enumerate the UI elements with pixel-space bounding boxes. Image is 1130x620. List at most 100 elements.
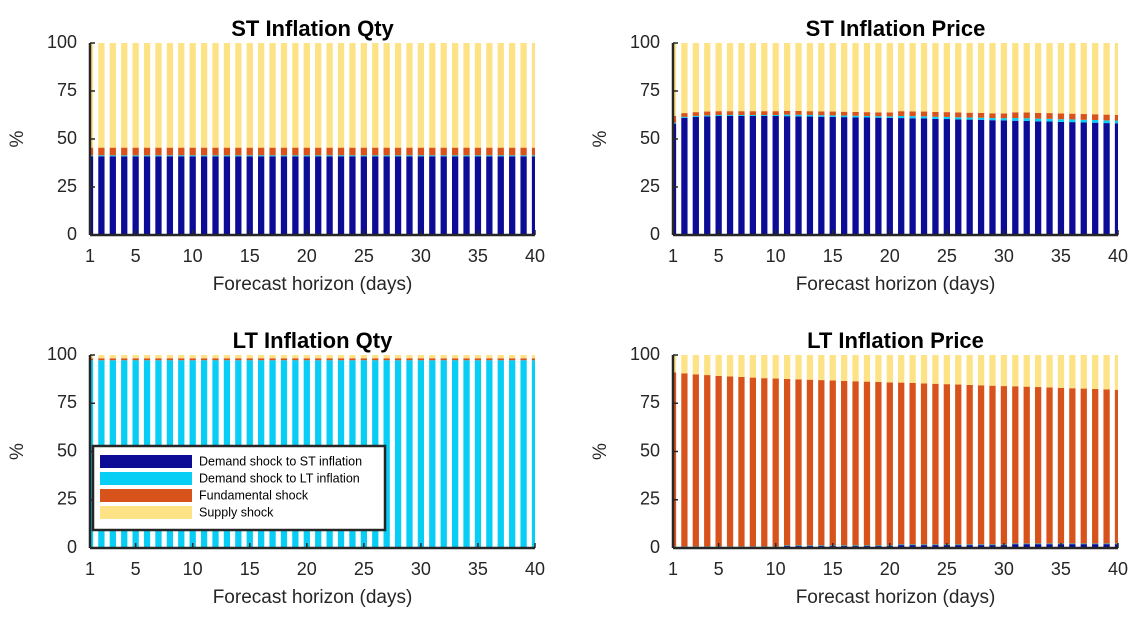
y-axis-label: % — [7, 130, 28, 147]
bar — [772, 355, 779, 379]
bar — [1103, 355, 1110, 390]
bar — [726, 546, 734, 548]
bar — [1012, 43, 1019, 113]
bar — [417, 43, 425, 148]
bar — [841, 115, 848, 118]
x-tick-label: 10 — [183, 559, 203, 579]
bar — [212, 355, 219, 359]
x-tick-label: 5 — [714, 559, 724, 579]
bar — [463, 360, 470, 548]
bar — [1103, 389, 1110, 544]
bar — [681, 117, 688, 235]
y-tick-label: 0 — [650, 224, 660, 244]
x-tick-label: 40 — [1108, 559, 1128, 579]
bar — [681, 355, 688, 374]
bar — [292, 43, 299, 148]
bar — [875, 545, 882, 547]
bar — [509, 156, 516, 235]
bar — [429, 43, 436, 148]
bar — [417, 355, 425, 359]
bar — [509, 358, 516, 361]
bar — [429, 155, 436, 157]
bar — [474, 360, 482, 548]
bar — [509, 43, 516, 148]
bar — [1080, 114, 1087, 120]
bar — [1069, 113, 1076, 120]
bar — [326, 355, 333, 359]
bar — [704, 375, 711, 547]
bar — [1012, 112, 1019, 119]
bar — [841, 380, 848, 546]
bar — [818, 115, 825, 117]
bar — [772, 115, 779, 235]
x-axis-label: Forecast horizon (days) — [796, 587, 996, 608]
bar — [497, 358, 504, 361]
bar — [692, 43, 699, 113]
bar — [909, 118, 916, 235]
bar — [726, 115, 734, 116]
bar — [394, 360, 402, 548]
bar — [852, 117, 859, 235]
bar — [749, 115, 757, 116]
bar — [955, 119, 962, 235]
bar — [875, 43, 882, 113]
bar — [977, 355, 985, 386]
bar — [520, 147, 527, 156]
bar — [932, 116, 939, 119]
bar — [246, 355, 253, 359]
bars — [90, 43, 535, 235]
bar — [223, 155, 231, 157]
bar — [673, 43, 677, 116]
bar — [806, 379, 814, 546]
bar — [372, 358, 379, 361]
bar — [98, 147, 105, 156]
bar — [326, 358, 333, 361]
bar — [761, 111, 768, 115]
bar — [943, 355, 950, 385]
bar — [406, 155, 413, 157]
bar — [178, 155, 185, 157]
bar — [1046, 387, 1053, 544]
bar — [772, 378, 779, 547]
bar — [749, 43, 757, 112]
x-tick-label: 15 — [240, 246, 260, 266]
bar — [1092, 388, 1099, 544]
bar — [451, 43, 459, 148]
bar — [761, 378, 768, 547]
y-tick-label: 75 — [57, 80, 77, 100]
bar — [486, 358, 493, 361]
bar — [704, 116, 711, 235]
bar — [269, 147, 276, 156]
bar — [841, 117, 848, 235]
bar — [886, 117, 893, 235]
bar — [212, 156, 219, 235]
bar — [178, 156, 185, 235]
bar — [920, 383, 928, 545]
bar — [795, 545, 802, 547]
bar — [166, 156, 174, 235]
bar — [829, 116, 836, 235]
y-tick-label: 0 — [650, 537, 660, 557]
bar — [417, 155, 425, 157]
bar — [90, 155, 94, 157]
bar — [280, 147, 288, 156]
bar — [200, 147, 208, 156]
bar — [852, 545, 859, 547]
bar — [280, 43, 288, 148]
bar — [692, 546, 699, 548]
bar — [326, 156, 333, 235]
bar — [955, 384, 962, 545]
y-tick-label: 75 — [640, 392, 660, 412]
bar — [761, 546, 768, 548]
bar — [372, 43, 379, 148]
bar — [955, 545, 962, 548]
bar — [783, 545, 791, 547]
bar — [1057, 113, 1065, 120]
x-tick-label: 30 — [411, 559, 431, 579]
bar — [121, 358, 128, 361]
y-tick-label: 25 — [57, 176, 77, 196]
bar — [1012, 355, 1019, 387]
bar — [383, 355, 390, 359]
bar — [406, 147, 413, 156]
bar — [451, 147, 459, 156]
